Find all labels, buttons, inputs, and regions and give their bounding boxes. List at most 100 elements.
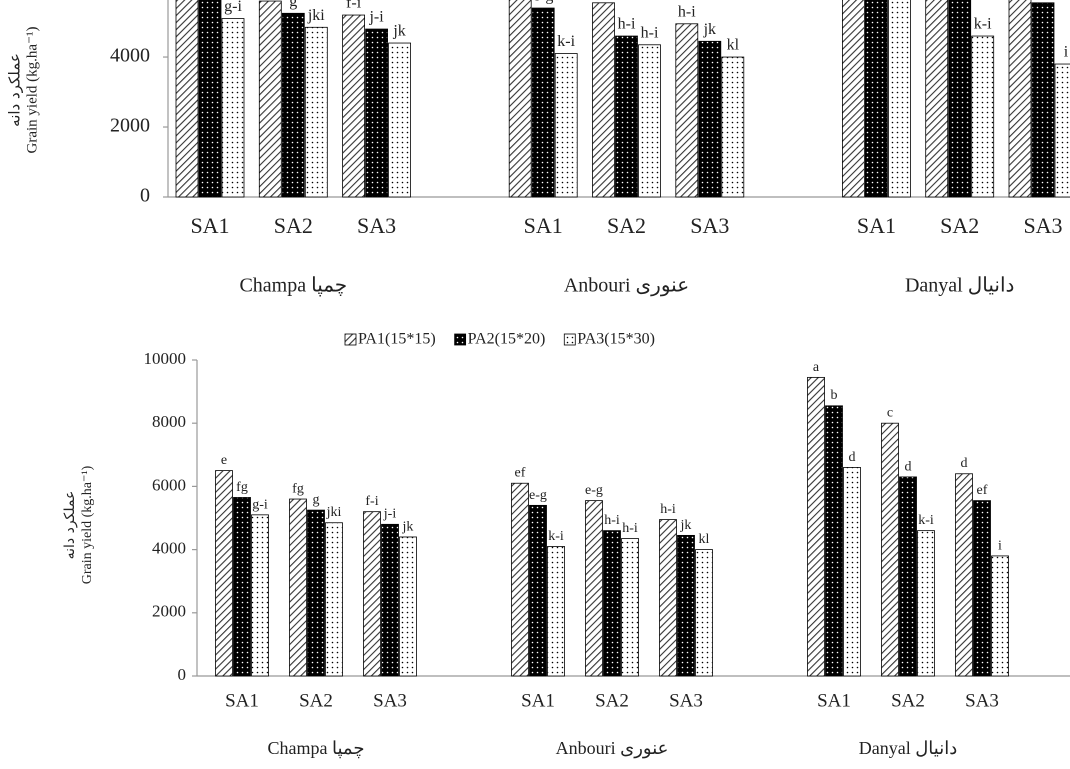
x-tick-label: SA3 bbox=[965, 690, 999, 711]
x-tick-label: SA2 bbox=[299, 690, 333, 711]
y-tick-label: 2000 bbox=[110, 115, 150, 137]
data-label: jk bbox=[402, 519, 414, 534]
bar bbox=[281, 12, 305, 198]
data-label: e-g bbox=[533, 0, 553, 5]
bar bbox=[221, 18, 245, 198]
data-label: b bbox=[831, 388, 838, 403]
data-label: d bbox=[849, 450, 856, 465]
bar bbox=[215, 470, 233, 677]
group-label: Danyal دانیال bbox=[905, 275, 1014, 297]
y-axis-title: عملکرد دانه bbox=[6, 53, 24, 127]
data-label: c bbox=[887, 406, 893, 421]
y-tick-label: 8000 bbox=[152, 412, 186, 431]
y-tick-label: 0 bbox=[178, 665, 187, 684]
bar bbox=[363, 511, 381, 677]
bar bbox=[554, 53, 578, 198]
data-label: d bbox=[905, 459, 912, 474]
bar bbox=[304, 26, 328, 198]
data-label: fg bbox=[292, 481, 304, 496]
group-label: Anbouri عنوری bbox=[564, 275, 689, 297]
bar bbox=[325, 522, 343, 677]
bar bbox=[531, 7, 555, 198]
y-tick-label: 0 bbox=[140, 185, 150, 207]
data-label: h-i bbox=[678, 3, 696, 20]
bar bbox=[843, 467, 861, 677]
bar bbox=[677, 534, 695, 677]
data-label: e-g bbox=[585, 483, 603, 498]
x-tick-label: SA1 bbox=[524, 213, 563, 238]
y-tick-label: 2000 bbox=[152, 602, 186, 621]
bar bbox=[289, 498, 307, 677]
bar bbox=[258, 0, 282, 198]
data-label: g-i bbox=[224, 0, 242, 15]
bar bbox=[971, 35, 995, 198]
x-tick-label: SA1 bbox=[190, 213, 229, 238]
y-tick-label: 6000 bbox=[152, 475, 186, 494]
bar bbox=[307, 509, 325, 677]
bar bbox=[825, 405, 843, 677]
legend-swatch bbox=[454, 333, 467, 346]
bar bbox=[865, 0, 888, 198]
bar bbox=[888, 0, 911, 198]
y-tick-label: 4000 bbox=[110, 45, 150, 67]
bar bbox=[251, 514, 269, 677]
bar bbox=[399, 536, 417, 677]
data-label: f-i bbox=[365, 494, 378, 509]
bar bbox=[342, 14, 366, 198]
bar bbox=[698, 40, 722, 198]
y-tick-label: 10000 bbox=[144, 349, 187, 368]
x-tick-label: SA3 bbox=[1023, 213, 1062, 238]
data-label: jk bbox=[392, 23, 405, 40]
bar bbox=[659, 519, 677, 677]
bar bbox=[233, 497, 251, 677]
bar bbox=[592, 2, 615, 198]
bar bbox=[621, 538, 639, 677]
bar bbox=[388, 42, 412, 198]
bar bbox=[198, 0, 222, 198]
bar bbox=[529, 504, 547, 677]
legend-label: PA1(15*15) bbox=[358, 331, 436, 348]
y-axis-title: Grain yield (kg.ha⁻¹) bbox=[80, 465, 95, 584]
data-label: g bbox=[289, 0, 297, 10]
legend-label: PA3(15*30) bbox=[577, 331, 655, 348]
bar bbox=[881, 422, 899, 677]
bar bbox=[381, 523, 399, 677]
y-axis-title: Grain yield (kg.ha⁻¹) bbox=[24, 27, 40, 154]
data-label: h-i bbox=[641, 24, 659, 41]
x-tick-label: SA3 bbox=[690, 213, 729, 238]
data-label: k-i bbox=[974, 16, 992, 33]
bar bbox=[615, 35, 638, 198]
data-label: a bbox=[813, 360, 820, 375]
bar bbox=[365, 28, 389, 198]
bar bbox=[695, 549, 713, 677]
x-tick-label: SA3 bbox=[357, 213, 396, 238]
bar bbox=[508, 0, 532, 198]
bar bbox=[991, 555, 1009, 677]
data-label: k-i bbox=[918, 513, 934, 528]
data-label: kl bbox=[727, 37, 740, 54]
data-label: h-i bbox=[622, 521, 638, 536]
legend-swatch bbox=[563, 333, 576, 346]
bar bbox=[1054, 63, 1070, 198]
data-label: fg bbox=[236, 480, 248, 495]
bar bbox=[603, 530, 621, 677]
x-tick-label: SA1 bbox=[521, 690, 555, 711]
data-label: k-i bbox=[548, 529, 564, 544]
data-label: g-i bbox=[252, 497, 268, 512]
bar bbox=[585, 500, 603, 677]
data-label: e bbox=[221, 453, 227, 468]
group-label: Champa چمپا bbox=[239, 275, 347, 297]
bar bbox=[675, 23, 699, 198]
legend-label: PA2(15*20) bbox=[468, 331, 546, 348]
data-label: h-i bbox=[604, 513, 620, 528]
bar bbox=[925, 0, 949, 198]
bar bbox=[638, 44, 661, 198]
data-label: h-i bbox=[660, 502, 676, 517]
data-label: d bbox=[961, 456, 968, 471]
data-label: k-i bbox=[557, 33, 575, 50]
data-label: i bbox=[998, 538, 1002, 553]
bar bbox=[955, 473, 973, 677]
x-tick-label: SA2 bbox=[940, 213, 979, 238]
x-tick-label: SA2 bbox=[891, 690, 925, 711]
